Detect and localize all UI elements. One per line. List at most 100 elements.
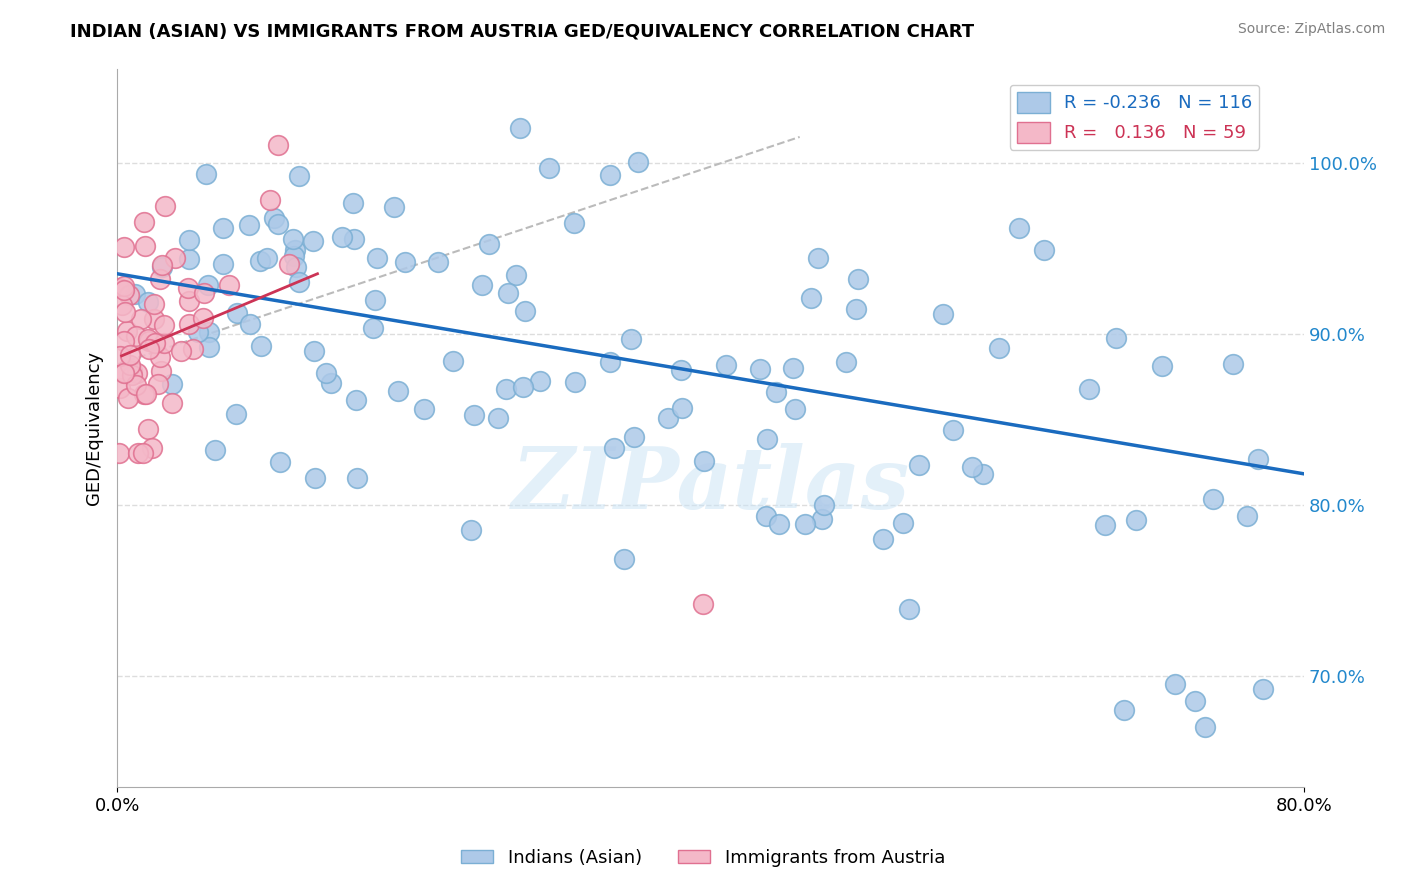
Legend: R = -0.236   N = 116, R =   0.136   N = 59: R = -0.236 N = 116, R = 0.136 N = 59 [1010,85,1260,150]
Point [495,382,517,396]
Point [1194,720,1216,734]
Point [204,443,226,458]
Point [152,318,174,332]
Point [512,380,534,394]
Point [160,396,183,410]
Point [225,407,247,421]
Point [749,362,772,376]
Point [599,168,621,182]
Point [179,233,201,247]
Point [143,336,166,351]
Point [114,305,136,319]
Point [136,422,159,436]
Point [988,342,1011,356]
Point [413,401,436,416]
Point [187,326,209,340]
Point [562,216,585,230]
Point [794,516,817,531]
Point [256,251,278,265]
Point [845,301,868,316]
Point [486,411,509,425]
Point [136,332,159,346]
Point [149,364,172,378]
Point [170,343,193,358]
Point [112,366,135,380]
Point [125,329,148,343]
Point [1164,677,1187,691]
Point [1105,331,1128,345]
Point [111,298,134,312]
Point [125,366,148,380]
Point [302,343,325,358]
Point [366,252,388,266]
Point [394,255,416,269]
Point [150,260,173,274]
Point [283,249,305,263]
Point [1033,244,1056,258]
Point [149,271,172,285]
Point [846,272,869,286]
Point [150,258,173,272]
Point [671,401,693,415]
Point [342,195,364,210]
Point [782,361,804,376]
Point [623,429,645,443]
Point [1112,703,1135,717]
Point [304,471,326,485]
Point [768,516,790,531]
Point [319,376,342,391]
Point [1236,508,1258,523]
Point [960,460,983,475]
Point [112,240,135,254]
Point [1094,517,1116,532]
Point [176,281,198,295]
Point [108,381,131,395]
Point [657,411,679,425]
Point [118,359,141,373]
Point [669,363,692,377]
Point [197,340,219,354]
Point [259,193,281,207]
Point [277,257,299,271]
Point [441,353,464,368]
Point [330,229,353,244]
Point [179,317,201,331]
Point [146,377,169,392]
Point [266,138,288,153]
Point [218,277,240,292]
Point [284,244,307,258]
Point [1150,359,1173,374]
Point [132,215,155,229]
Point [287,275,309,289]
Point [384,200,406,214]
Point [129,312,152,326]
Point [193,310,215,325]
Point [765,384,787,399]
Point [496,285,519,300]
Point [897,602,920,616]
Point [714,358,737,372]
Point [515,304,537,318]
Point [346,470,368,484]
Point [225,306,247,320]
Point [211,220,233,235]
Point [118,287,141,301]
Point [141,441,163,455]
Point [800,291,823,305]
Point [127,446,149,460]
Point [893,516,915,530]
Y-axis label: GED/Equivalency: GED/Equivalency [86,351,103,505]
Point [872,533,894,547]
Point [136,295,159,310]
Point [117,324,139,338]
Point [1125,513,1147,527]
Point [117,391,139,405]
Point [112,283,135,297]
Text: INDIAN (ASIAN) VS IMMIGRANTS FROM AUSTRIA GED/EQUIVALENCY CORRELATION CHART: INDIAN (ASIAN) VS IMMIGRANTS FROM AUSTRI… [70,22,974,40]
Legend: Indians (Asian), Immigrants from Austria: Indians (Asian), Immigrants from Austria [454,842,952,874]
Point [121,364,143,378]
Point [112,334,135,349]
Point [1184,694,1206,708]
Point [1008,220,1031,235]
Point [907,458,929,472]
